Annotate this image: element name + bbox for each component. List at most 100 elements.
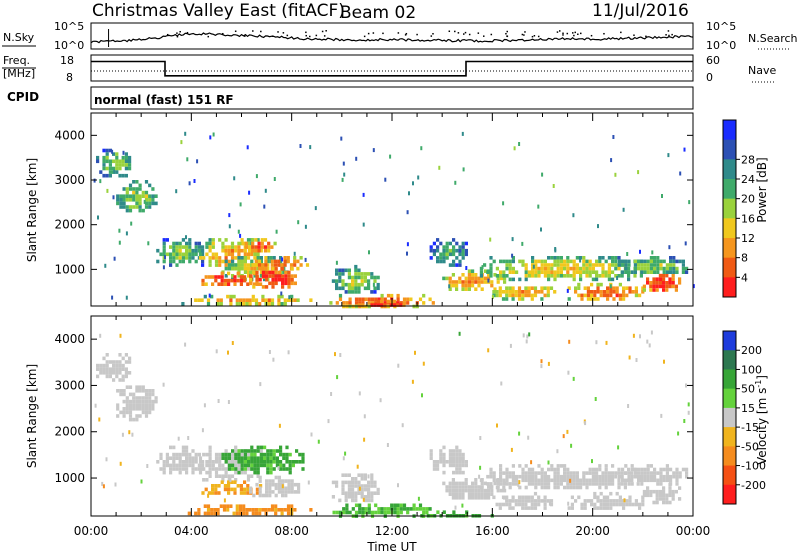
noise-search-dot [282,32,285,34]
heatmap-cell [265,482,269,487]
heatmap-scatter-cell [277,466,280,471]
heatmap-cell [185,452,189,457]
heatmap-cell [138,187,142,191]
heatmap-cell [585,270,589,274]
heatmap-cell [240,463,244,468]
heatmap-cell [432,460,436,464]
heatmap-cell [125,187,129,191]
heatmap-cell [284,479,288,483]
heatmap-cell [253,463,257,468]
heatmap-cell [148,396,152,400]
heatmap-cell [591,270,595,274]
heatmap-cell [495,478,499,483]
heatmap-cell [138,183,142,188]
heatmap-cell [162,259,166,264]
heatmap-cell [607,274,611,278]
heatmap-cell [621,270,625,274]
heatmap-cell [169,445,173,450]
heatmap-cell [547,263,551,267]
heatmap-cell [591,478,595,483]
heatmap-cell [253,452,257,457]
heatmap-cell [128,399,133,404]
heatmap-cell [556,263,560,267]
heatmap-cell [585,482,589,486]
heatmap-cell [543,485,547,490]
heatmap-cell [659,482,663,486]
freq-left-label-2: [MHz] [3,67,35,80]
heatmap-cell [396,301,400,305]
heatmap-scatter-cell [362,222,365,227]
heatmap-cell [281,493,285,498]
heatmap-cell [508,259,512,264]
heatmap-scatter-cell [541,172,544,177]
heatmap-cell [234,470,238,475]
heatmap-cell [547,467,551,472]
heatmap-scatter-cell [101,481,104,486]
heatmap-cell [452,248,456,253]
heatmap-cell [572,263,576,267]
heatmap-cell [191,463,195,468]
heatmap-cell [439,241,443,246]
heatmap-cell [279,445,283,450]
heatmap-cell [550,270,554,274]
heatmap-cell [436,248,440,253]
heatmap-cell [257,245,261,249]
heatmap-cell [609,499,613,503]
heatmap-cell [624,263,628,267]
heatmap-scatter-cell [203,403,206,408]
heatmap-cell [335,480,339,485]
noise-right-tick-bottom: 10^0 [706,39,736,52]
heatmap-cell [537,266,541,271]
heatmap-cell [102,371,106,375]
heatmap-cell [546,290,550,294]
heatmap-cell [358,510,362,515]
heatmap-cell [383,507,387,511]
heatmap-cell [601,266,605,271]
heatmap-cell [607,277,611,282]
heatmap-cell [138,201,142,206]
heatmap-cell [583,506,587,510]
heatmap-cell [646,464,650,468]
heatmap-cell [656,263,660,267]
heatmap-cell [672,256,676,260]
heatmap-cell [363,275,367,280]
heatmap-cell [260,238,264,242]
heatmap-cell [436,510,440,514]
heatmap-cell [534,471,538,475]
heatmap-cell [135,407,139,411]
heatmap-cell [458,492,462,496]
heatmap-cell [614,259,618,264]
heatmap-cell [681,266,685,271]
heatmap-cell [656,471,660,475]
heatmap-cell [280,302,284,306]
heatmap-cell [281,479,285,483]
heatmap-cell [169,470,173,475]
heatmap-scatter-cell [118,228,121,233]
heatmap-cell [295,449,299,453]
heatmap-cell [102,166,106,171]
heatmap-cell [669,478,673,483]
heatmap-scatter-cell [537,204,540,209]
heatmap-cell [517,293,522,298]
heatmap-cell [283,508,287,512]
heatmap-cell [361,301,365,305]
heatmap-cell [627,467,631,472]
heatmap-cell [662,474,666,479]
heatmap-cell [351,275,355,280]
heatmap-cell [128,414,133,418]
heatmap-cell [627,474,631,479]
heatmap-cell [148,399,152,404]
heatmap-cell [598,485,602,490]
heatmap-scatter-cell [184,131,187,136]
heatmap-cell [653,259,657,264]
heatmap-cell [265,486,269,491]
heatmap-cell [204,487,208,492]
heatmap-cell [141,399,145,404]
heatmap-cell [452,460,456,464]
heatmap-cell [570,502,574,507]
time-tick-label: 04:00 [174,524,209,538]
velocity-cells [94,330,690,518]
heatmap-cell [458,467,462,471]
noise-search-dot [244,35,246,37]
